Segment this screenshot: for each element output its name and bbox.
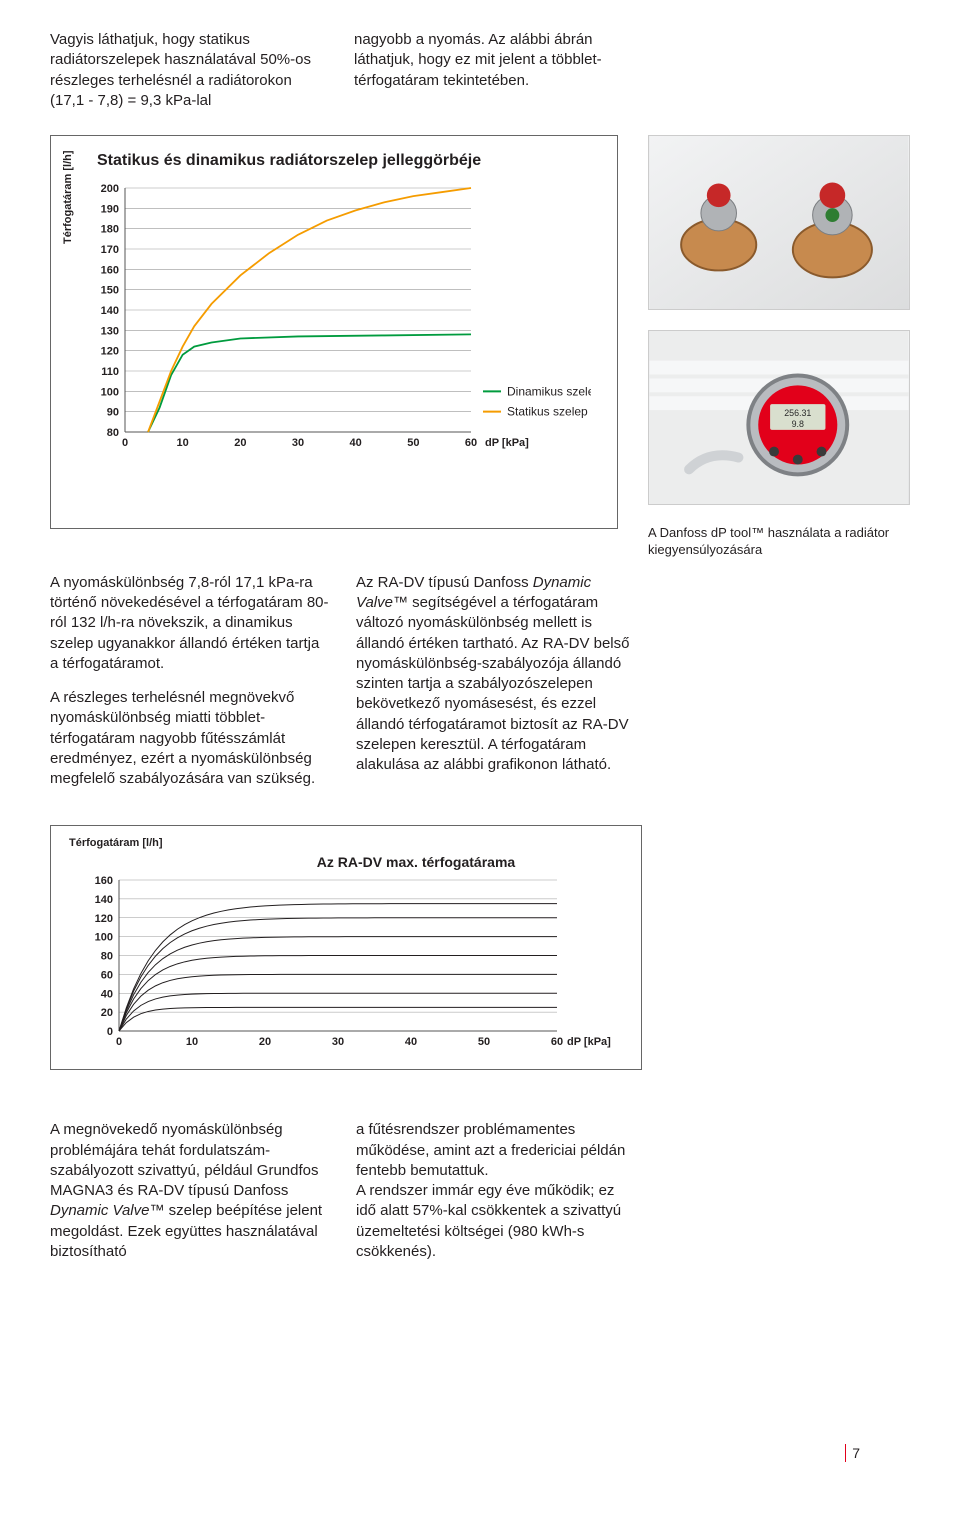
- svg-text:100: 100: [95, 932, 113, 944]
- chart-and-photos-row: Statikus és dinamikus radiátorszelep jel…: [50, 135, 910, 559]
- page-number: 7: [845, 1444, 860, 1463]
- body-col1-p1: A nyomáskülönbség 7,8-ról 17,1 kPa-ra tö…: [50, 573, 330, 674]
- svg-text:80: 80: [101, 951, 113, 963]
- photo-valves: [648, 135, 910, 310]
- svg-text:40: 40: [101, 988, 113, 1000]
- bottom-col2: a fűtésrendszer problémamentes működése,…: [356, 1120, 636, 1262]
- svg-text:40: 40: [405, 1036, 417, 1048]
- svg-text:30: 30: [332, 1036, 344, 1048]
- svg-text:160: 160: [95, 876, 113, 887]
- svg-text:dP [kPa]: dP [kPa]: [567, 1036, 611, 1048]
- bottom-col2-p: a fűtésrendszer problémamentes működése,…: [356, 1120, 636, 1262]
- svg-text:60: 60: [465, 437, 477, 449]
- body-col1: A nyomáskülönbség 7,8-ról 17,1 kPa-ra tö…: [50, 573, 330, 790]
- side-photos: 256.31 9.8 A Danfoss dP tool™ használata…: [648, 135, 910, 559]
- svg-text:60: 60: [101, 969, 113, 981]
- svg-text:Statikus szelep: Statikus szelep: [507, 404, 588, 418]
- svg-text:120: 120: [95, 913, 113, 925]
- svg-text:100: 100: [101, 386, 119, 398]
- svg-text:20: 20: [234, 437, 246, 449]
- svg-text:10: 10: [177, 437, 189, 449]
- svg-text:80: 80: [107, 427, 119, 439]
- svg-text:140: 140: [95, 894, 113, 906]
- svg-text:200: 200: [101, 184, 119, 195]
- svg-text:40: 40: [350, 437, 362, 449]
- intro-right: nagyobb a nyomás. Az alábbi ábrán láthat…: [354, 30, 634, 111]
- body-columns: A nyomáskülönbség 7,8-ról 17,1 kPa-ra tö…: [50, 573, 910, 790]
- svg-text:190: 190: [101, 203, 119, 215]
- chart2-ylabel: Térfogatáram [l/h]: [69, 836, 623, 851]
- svg-text:50: 50: [407, 437, 419, 449]
- body-col1-p2: A részleges terhelésnél megnövekvő nyomá…: [50, 688, 330, 789]
- svg-text:90: 90: [107, 406, 119, 418]
- svg-text:dP [kPa]: dP [kPa]: [485, 437, 529, 449]
- chart1-svg: 80 90 100 110 120 130 140 150 160 170 180 190 200 0 10…: [91, 184, 591, 454]
- photo-gauge: 256.31 9.8: [648, 330, 910, 505]
- svg-text:20: 20: [259, 1036, 271, 1048]
- svg-text:150: 150: [101, 284, 119, 296]
- chart2-title: Az RA-DV max. térfogatárama: [209, 853, 623, 872]
- svg-text:Dinamikus szelep: Dinamikus szelep: [507, 384, 591, 398]
- intro-left: Vagyis láthatjuk, hogy statikus radiátor…: [50, 30, 330, 111]
- bottom-columns: A megnövekedő nyomáskülönbség problémájá…: [50, 1120, 910, 1262]
- svg-text:0: 0: [116, 1036, 122, 1048]
- svg-text:50: 50: [478, 1036, 490, 1048]
- svg-text:20: 20: [101, 1007, 113, 1019]
- svg-text:9.8: 9.8: [792, 419, 804, 429]
- svg-text:170: 170: [101, 244, 119, 256]
- svg-text:120: 120: [101, 345, 119, 357]
- svg-text:130: 130: [101, 325, 119, 337]
- svg-text:10: 10: [186, 1036, 198, 1048]
- chart1-title: Statikus és dinamikus radiátorszelep jel…: [97, 150, 599, 172]
- svg-text:180: 180: [101, 223, 119, 235]
- bottom-col1: A megnövekedő nyomáskülönbség problémájá…: [50, 1120, 330, 1262]
- intro-columns: Vagyis láthatjuk, hogy statikus radiátor…: [50, 30, 910, 111]
- chart2-svg: 0 20 40 60 80 100 120 140 160 0 10 20 30 40 50 60 dP [kP…: [89, 876, 617, 1051]
- chart2-container: Térfogatáram [l/h] Az RA-DV max. térfoga…: [50, 825, 642, 1070]
- svg-text:30: 30: [292, 437, 304, 449]
- photo-caption: A Danfoss dP tool™ használata a radiátor…: [648, 525, 910, 559]
- svg-text:60: 60: [551, 1036, 563, 1048]
- svg-text:110: 110: [101, 366, 119, 378]
- body-col2: Az RA-DV típusú Danfoss Dynamic Valve™ s…: [356, 573, 636, 790]
- svg-text:160: 160: [101, 264, 119, 276]
- svg-text:256.31: 256.31: [784, 408, 811, 418]
- svg-text:0: 0: [107, 1026, 113, 1038]
- svg-text:140: 140: [101, 305, 119, 317]
- svg-text:0: 0: [122, 437, 128, 449]
- chart1-container: Statikus és dinamikus radiátorszelep jel…: [50, 135, 618, 529]
- chart1-ylabel: Térfogatáram [l/h]: [61, 150, 76, 244]
